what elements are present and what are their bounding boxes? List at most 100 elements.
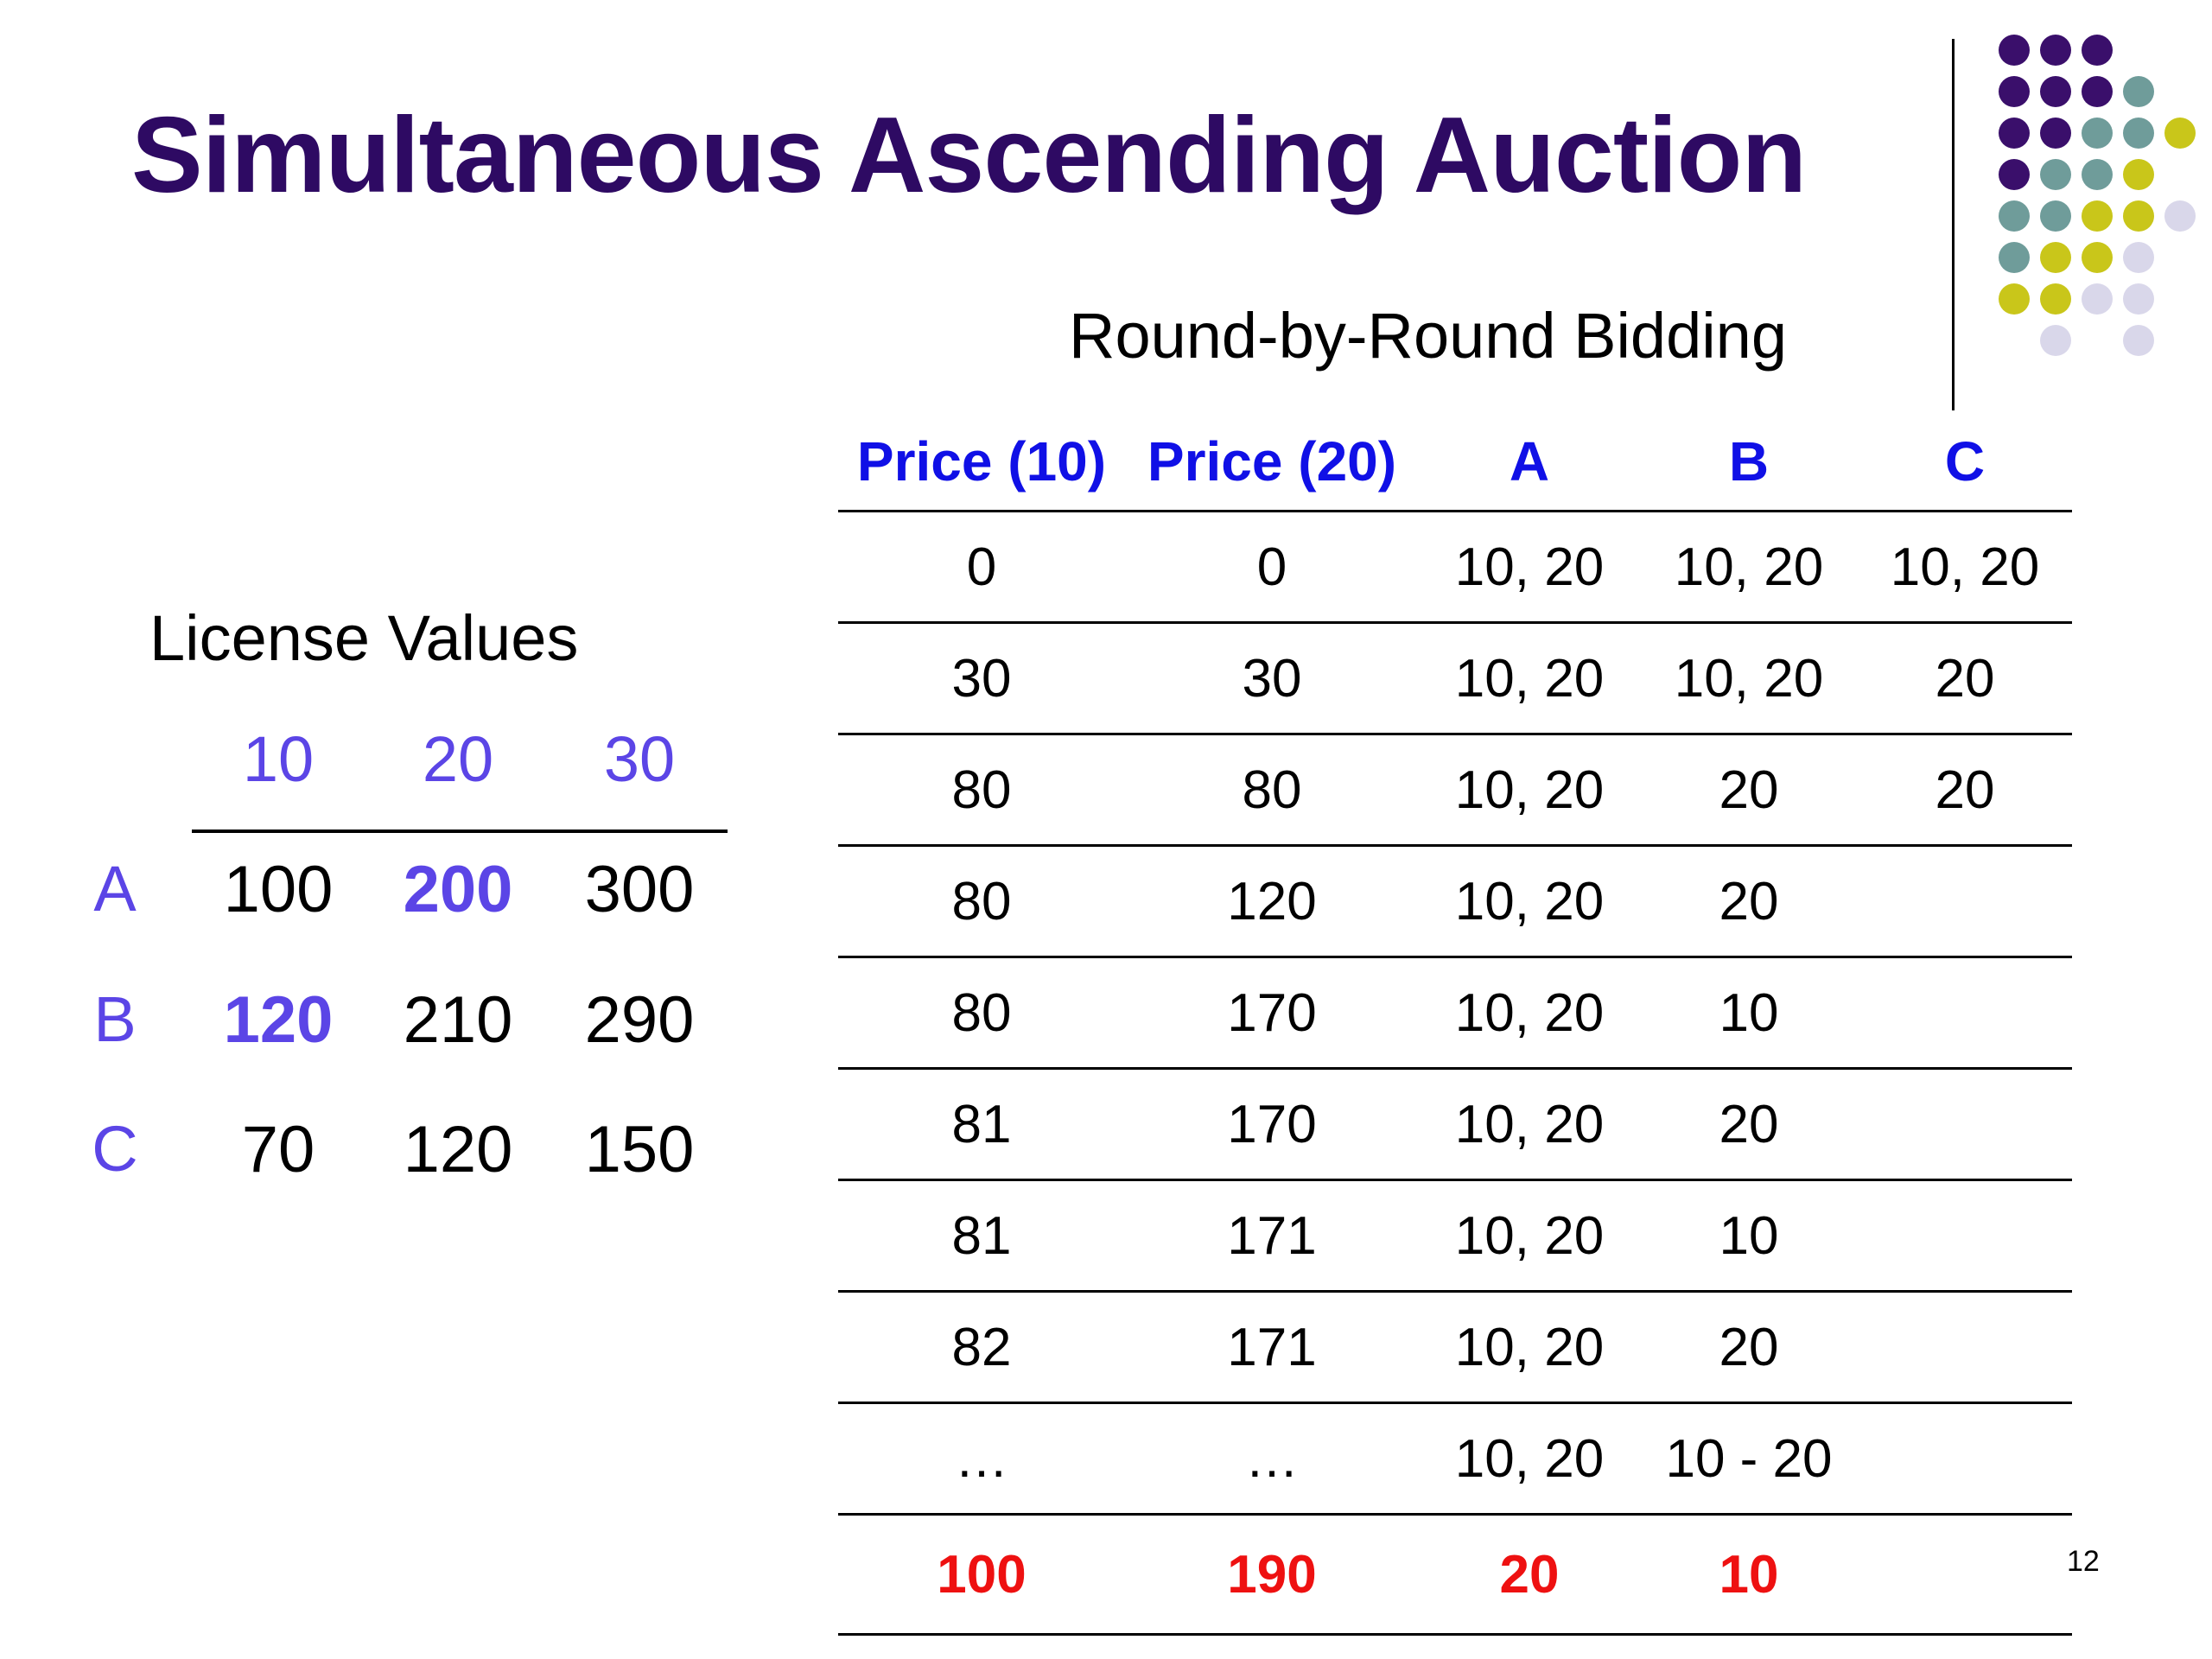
decor-dot [2082,76,2113,107]
table-cell: 30 [838,622,1125,735]
table-cell: 80 [1125,734,1419,847]
final-cell: 100 [838,1514,1125,1636]
table-cell: 10, 20 [1419,1179,1640,1293]
table-cell [1858,1179,2072,1293]
page-number: 12 [2067,1545,2100,1578]
table-cell: 0 [838,511,1125,624]
slide-title: Simultaneous Ascending Auction [131,96,1807,215]
license-values-title: License Values [149,602,579,674]
table-row: 80 80 10, 20 20 20 [838,734,2072,847]
decor-dot [1999,159,2030,190]
table-cell: 0 [1125,511,1419,624]
final-result-row: 100 190 20 10 [838,1514,2072,1636]
table-cell: 10, 20 [1640,511,1858,624]
decor-dot [2040,283,2071,315]
decor-dot [2123,159,2154,190]
table-cell: 10, 20 [1419,1291,1640,1404]
decor-dot [2123,118,2154,149]
bidding-table: Price (10) Price (20) A B C 0 0 10, 20 1… [838,413,2072,1636]
table-cell: 81 [838,1068,1125,1181]
decor-dot [2123,242,2154,273]
column-header-a: A [1419,413,1640,512]
table-cell: 171 [1125,1291,1419,1404]
final-cell [1858,1514,2072,1636]
table-cell: 171 [1125,1179,1419,1293]
column-header-c: C [1858,413,2072,512]
decor-dot [2164,118,2196,149]
table-cell: 10, 20 [1419,511,1640,624]
decor-dot [1999,283,2030,315]
table-cell: 20 [1640,1068,1858,1181]
decor-dot [2082,35,2113,66]
table-cell: 30 [1125,622,1419,735]
license-values-cell: 120 [403,1113,513,1186]
license-values-cell: 210 [403,983,513,1057]
table-row: 81 171 10, 20 10 [838,1179,2072,1293]
final-cell: 10 [1640,1514,1858,1636]
table-cell [1858,845,2072,958]
table-cell: 10 [1640,1179,1858,1293]
table-row: 82 171 10, 20 20 [838,1291,2072,1404]
table-cell: 10 - 20 [1640,1402,1858,1516]
table-cell: 10, 20 [1419,845,1640,958]
bidding-subtitle: Round-by-Round Bidding [1069,300,1787,372]
bidding-table-header-row: Price (10) Price (20) A B C [838,413,2072,512]
table-cell: 10, 20 [1640,622,1858,735]
table-cell [1858,1068,2072,1181]
decor-dot [2082,159,2113,190]
decor-dot [2040,76,2071,107]
decor-dot [2123,200,2154,232]
decor-dot [2040,118,2071,149]
table-cell: 80 [838,845,1125,958]
table-cell: 80 [838,734,1125,847]
decor-dot [1999,76,2030,107]
decor-dot [1999,118,2030,149]
table-cell: 10, 20 [1419,1068,1640,1181]
final-cell: 20 [1419,1514,1640,1636]
license-values-cell: 70 [241,1113,315,1186]
table-cell: 170 [1125,957,1419,1070]
table-cell: 80 [838,957,1125,1070]
license-values-column-header: 10 [242,723,315,795]
decor-dot [2164,200,2196,232]
table-row: 80 120 10, 20 20 [838,845,2072,958]
table-cell: … [838,1402,1125,1516]
decor-dot [1999,200,2030,232]
table-cell: 10, 20 [1419,622,1640,735]
table-row: 80 170 10, 20 10 [838,957,2072,1070]
decor-dot [1999,242,2030,273]
license-values-cell-highlighted: 120 [223,983,334,1057]
table-cell: 10, 20 [1419,1402,1640,1516]
table-row: 0 0 10, 20 10, 20 10, 20 [838,511,2072,624]
license-values-cell: 300 [584,853,695,926]
license-values-column-header: 30 [603,723,676,795]
decor-dot [2040,242,2071,273]
table-row: 30 30 10, 20 10, 20 20 [838,622,2072,735]
title-divider-line [1952,39,1955,410]
license-values-header-rule [192,830,728,833]
decor-dot [2082,200,2113,232]
table-cell: 10, 20 [1419,734,1640,847]
table-cell: 10 [1640,957,1858,1070]
table-cell: … [1125,1402,1419,1516]
decor-dot [2123,76,2154,107]
table-cell: 10, 20 [1419,957,1640,1070]
table-cell: 170 [1125,1068,1419,1181]
license-values-cell: 290 [584,983,695,1057]
license-values-row-label: B [93,983,137,1055]
decor-dot [1999,35,2030,66]
table-row: 81 170 10, 20 20 [838,1068,2072,1181]
decor-dot [2082,118,2113,149]
decor-dot [2040,159,2071,190]
decor-dot [2123,325,2154,356]
license-values-cell-highlighted: 200 [403,853,513,926]
column-header-b: B [1640,413,1858,512]
license-values-cell: 150 [584,1113,695,1186]
table-cell [1858,1402,2072,1516]
decor-dot [2082,283,2113,315]
table-cell [1858,957,2072,1070]
decor-dot [2040,200,2071,232]
decor-dot [2040,35,2071,66]
decor-dot [2040,325,2071,356]
decor-dot [2082,242,2113,273]
